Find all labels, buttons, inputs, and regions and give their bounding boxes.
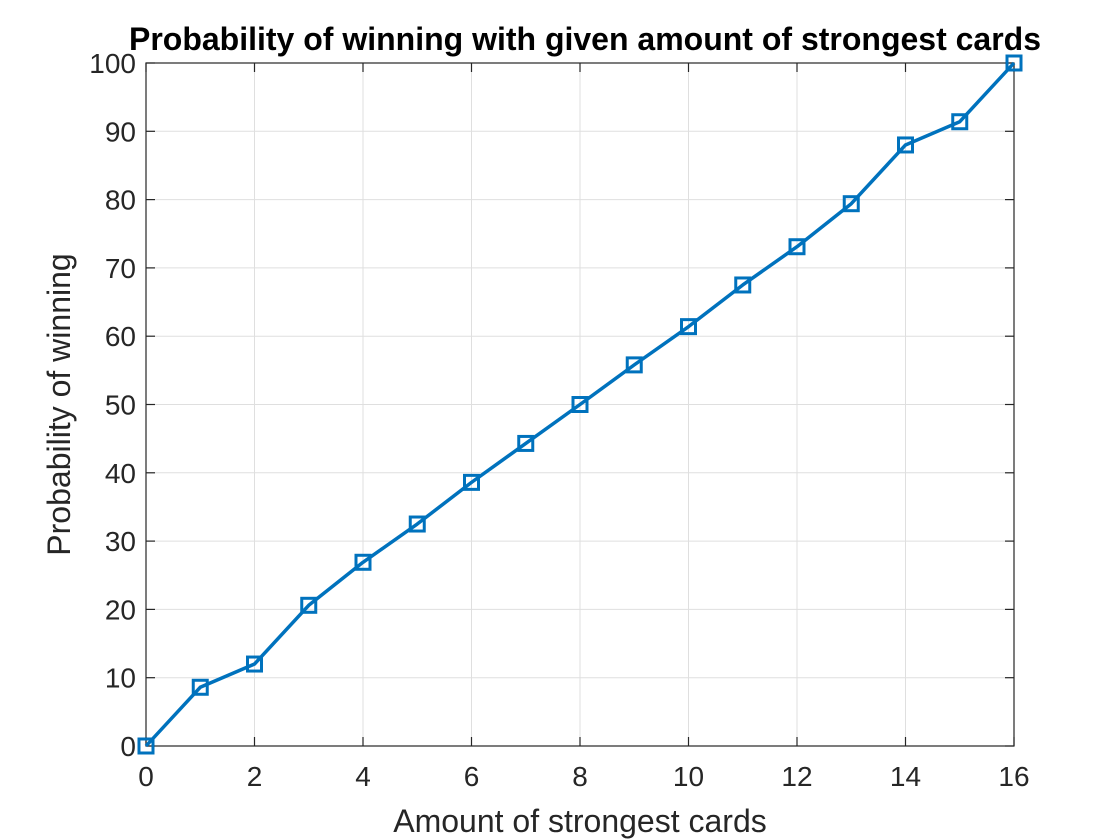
- y-tick-label: 80: [105, 185, 136, 216]
- x-tick-label: 8: [572, 761, 588, 792]
- data-point-marker: [463, 473, 480, 491]
- y-tick-label: 40: [105, 458, 136, 489]
- data-point-marker: [788, 238, 806, 256]
- x-tick-label: 4: [355, 761, 371, 792]
- data-point-marker: [842, 195, 860, 213]
- data-point-marker: [734, 276, 752, 294]
- y-tick-label: 0: [120, 731, 136, 762]
- x-axis-label: Amount of strongest cards: [393, 803, 767, 839]
- chart-title: Probability of winning with given amount…: [129, 21, 1041, 57]
- data-point-marker: [137, 737, 155, 755]
- data-point-marker: [951, 113, 969, 131]
- data-point-marker: [517, 434, 535, 452]
- y-tick-label: 60: [105, 321, 136, 352]
- x-tick-label: 14: [890, 761, 921, 792]
- y-tick-label: 100: [89, 48, 136, 79]
- x-tick-label: 6: [464, 761, 480, 792]
- data-point-marker: [1005, 54, 1023, 72]
- x-tick-label: 12: [781, 761, 812, 792]
- data-point-marker: [246, 655, 263, 673]
- data-point-marker: [897, 136, 914, 154]
- data-point-marker: [680, 318, 697, 336]
- data-point-marker: [408, 515, 426, 533]
- y-tick-label: 50: [105, 390, 136, 421]
- axis-ticks: 0 2 4 6 8 10 12 14 16 0 10 20 30 40 50 60 70 80 90 100: [89, 48, 1029, 792]
- y-tick-label: 30: [105, 526, 136, 557]
- y-tick-label: 70: [105, 253, 136, 284]
- x-tick-label: 10: [673, 761, 704, 792]
- data-point-marker: [625, 356, 643, 374]
- data-point-marker: [191, 678, 209, 696]
- y-tick-label: 10: [105, 663, 136, 694]
- y-tick-label: 20: [105, 594, 136, 625]
- y-axis-label: Probability of winning: [41, 253, 77, 555]
- x-tick-label: 2: [247, 761, 263, 792]
- data-point-marker: [571, 396, 589, 413]
- series-layer: [137, 54, 1023, 755]
- y-tick-label: 90: [105, 116, 136, 147]
- data-point-marker: [300, 596, 318, 614]
- x-tick-label: 16: [998, 761, 1029, 792]
- series-line: [144, 61, 1016, 748]
- data-point-marker: [354, 553, 372, 571]
- x-tick-label: 0: [138, 761, 154, 792]
